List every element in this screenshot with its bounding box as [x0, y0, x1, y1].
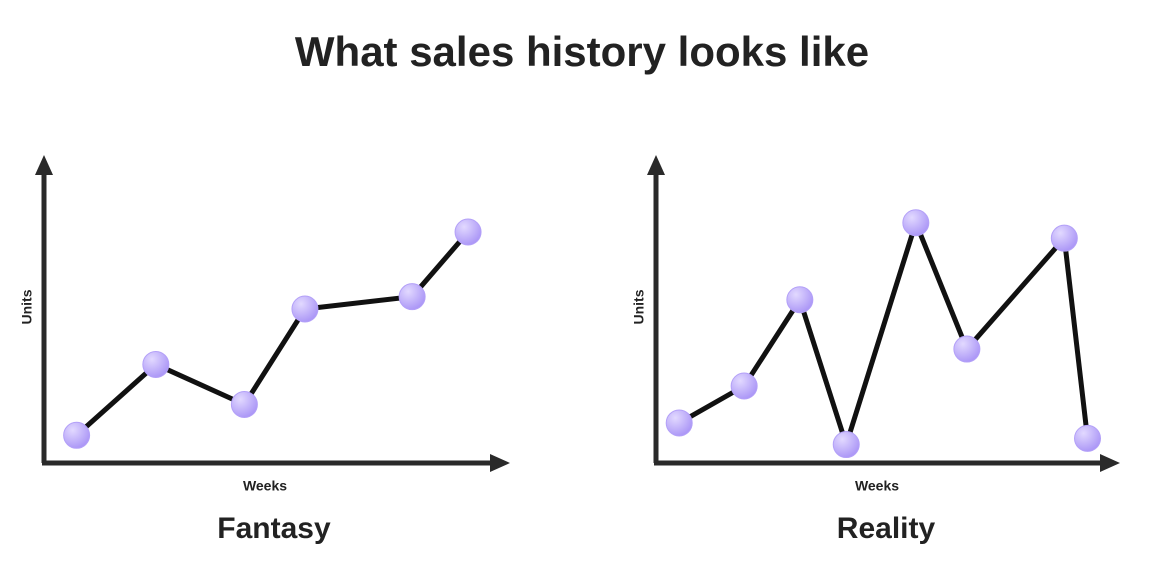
chart-title: Fantasy — [217, 512, 331, 545]
data-line — [74, 230, 470, 438]
x-axis-arrow — [1100, 454, 1120, 472]
data-point — [786, 286, 814, 314]
data-point — [291, 295, 319, 323]
y-axis-label: Units — [19, 289, 35, 324]
data-point — [953, 335, 981, 363]
data-point — [63, 421, 91, 449]
data-point — [142, 350, 170, 378]
data-point — [730, 372, 758, 400]
data-point — [398, 283, 426, 311]
data-point — [832, 431, 860, 459]
data-point — [665, 409, 693, 437]
data-point — [454, 218, 482, 246]
data-point — [230, 390, 258, 418]
x-axis-arrow — [490, 454, 510, 472]
x-axis-label: Weeks — [855, 478, 899, 494]
y-axis-label: Units — [631, 289, 647, 324]
y-axis-arrow — [647, 155, 665, 175]
data-point — [1074, 424, 1102, 452]
data-point — [902, 209, 930, 237]
x-axis-label: Weeks — [243, 478, 287, 494]
data-point — [1050, 224, 1078, 252]
chart-title: Reality — [837, 512, 936, 545]
page-title: What sales history looks like — [295, 28, 869, 75]
data-line — [677, 220, 1091, 448]
y-axis-arrow — [35, 155, 53, 175]
